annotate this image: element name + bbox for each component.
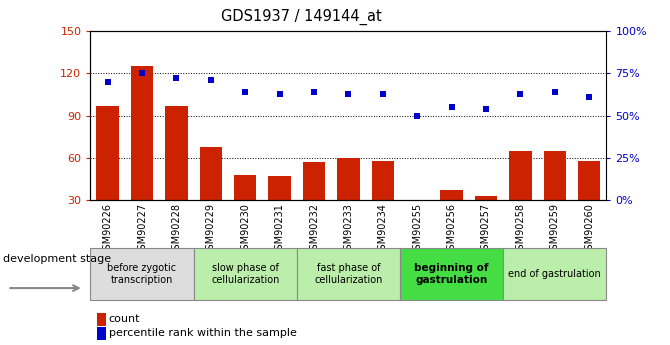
Text: before zygotic
transcription: before zygotic transcription <box>107 263 177 285</box>
Bar <box>131 66 153 242</box>
Point <box>480 106 491 111</box>
Point <box>446 104 457 110</box>
Bar <box>269 176 291 242</box>
Text: percentile rank within the sample: percentile rank within the sample <box>109 328 296 338</box>
Point <box>137 71 147 76</box>
Bar <box>372 161 394 242</box>
Point <box>412 113 423 118</box>
Bar <box>475 196 497 242</box>
Text: end of gastrulation: end of gastrulation <box>509 269 601 279</box>
Text: development stage: development stage <box>3 254 111 264</box>
Text: slow phase of
cellularization: slow phase of cellularization <box>211 263 279 285</box>
FancyBboxPatch shape <box>194 248 297 300</box>
Bar <box>234 175 257 242</box>
Bar <box>200 147 222 242</box>
Point <box>171 76 182 81</box>
FancyBboxPatch shape <box>90 248 194 300</box>
Point <box>584 94 594 100</box>
Point <box>103 79 113 85</box>
Text: beginning of
gastrulation: beginning of gastrulation <box>414 263 489 285</box>
Bar <box>406 200 428 242</box>
Bar <box>96 106 119 242</box>
Point <box>206 77 216 83</box>
Text: fast phase of
cellularization: fast phase of cellularization <box>314 263 383 285</box>
Point <box>240 89 251 95</box>
Point <box>274 91 285 96</box>
Bar <box>303 162 325 242</box>
Point <box>377 91 388 96</box>
FancyBboxPatch shape <box>297 248 400 300</box>
Text: GDS1937 / 149144_at: GDS1937 / 149144_at <box>221 9 382 25</box>
Point <box>343 91 354 96</box>
Bar <box>337 158 360 242</box>
Bar <box>440 190 463 242</box>
Point <box>549 89 560 95</box>
Bar <box>165 106 188 242</box>
Bar <box>509 151 531 242</box>
Text: count: count <box>109 315 140 324</box>
Bar <box>543 151 566 242</box>
FancyBboxPatch shape <box>503 248 606 300</box>
Point <box>515 91 526 96</box>
FancyBboxPatch shape <box>400 248 503 300</box>
Bar <box>578 161 600 242</box>
Point <box>309 89 320 95</box>
